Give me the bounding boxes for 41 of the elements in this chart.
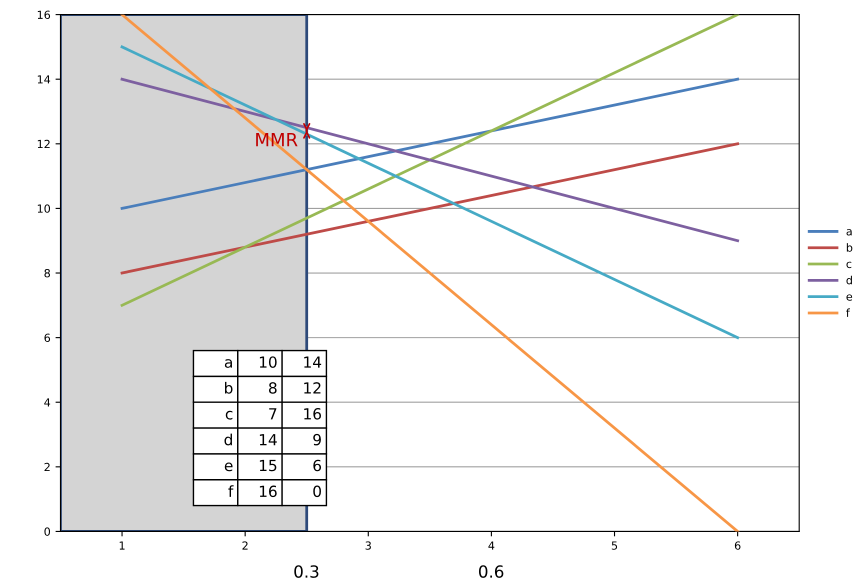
x-tick-label: 1 <box>120 542 125 550</box>
y-tick-label: 16 <box>38 10 50 19</box>
y-tick-label: 6 <box>44 334 50 342</box>
annotation: 16 <box>260 486 277 498</box>
annotation: 0 <box>313 486 321 498</box>
annotation: 14 <box>260 434 277 446</box>
annotation: a <box>224 359 232 368</box>
text: 0.3 <box>294 565 318 578</box>
y-tick-label: 8 <box>44 268 50 278</box>
x-tick-label: 6 <box>734 541 740 550</box>
annotation: e <box>224 462 233 472</box>
legend-label: f <box>846 308 850 317</box>
x-tick-label: 3 <box>366 541 371 550</box>
annotation: 6 <box>313 460 322 472</box>
legend-label: e <box>846 294 852 301</box>
annotation: 12 <box>304 382 320 394</box>
annotation: c <box>226 410 232 420</box>
annotation: 10 <box>260 356 277 368</box>
legend-label: a <box>846 229 852 236</box>
y-tick-label: 2 <box>44 462 50 472</box>
annotation: 9 <box>313 434 321 446</box>
y-tick-label: 10 <box>38 204 50 213</box>
annotation: 16 <box>304 408 322 420</box>
legend-label: d <box>846 276 852 284</box>
annotation: 14 <box>304 356 322 368</box>
annotation: f <box>228 485 234 497</box>
annotation: b <box>225 382 233 394</box>
y-tick-label: 0 <box>44 527 50 536</box>
annotation: 7 <box>269 408 276 420</box>
y-tick-label: 12 <box>38 140 50 148</box>
annotation: 15 <box>260 460 276 472</box>
x-tick-label: 4 <box>488 542 494 550</box>
annotation: d <box>224 434 232 446</box>
text: 0.6 <box>479 565 504 578</box>
legend-label: b <box>846 243 852 252</box>
y-tick-label: 14 <box>38 75 50 84</box>
y-tick-label: 4 <box>44 398 50 406</box>
annotation: 8 <box>268 382 277 394</box>
x-tick-label: 5 <box>612 542 618 550</box>
legend-label: c <box>846 262 852 268</box>
x-tick-label: 2 <box>242 541 248 550</box>
